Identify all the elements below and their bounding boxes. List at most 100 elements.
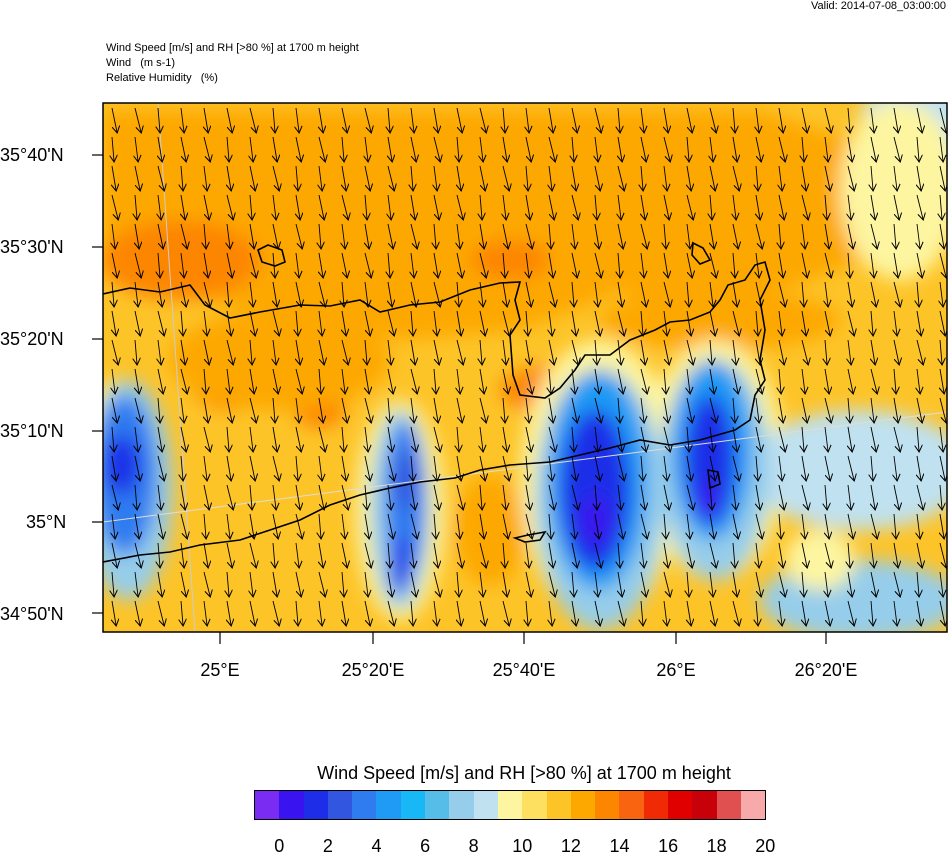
wind-arrow bbox=[502, 455, 509, 480]
wind-arrow bbox=[227, 513, 230, 538]
wind-arrow bbox=[342, 368, 345, 393]
wind-arrow bbox=[365, 484, 367, 509]
wind-arrow bbox=[411, 194, 415, 219]
wind-arrow bbox=[204, 513, 206, 538]
wind-arrow bbox=[457, 571, 459, 596]
wind-arrow bbox=[779, 397, 783, 422]
wind-arrow bbox=[250, 223, 254, 248]
wind-arrow bbox=[939, 165, 945, 190]
wind-arrow bbox=[732, 165, 739, 190]
wind-arrow bbox=[939, 107, 946, 132]
wind-arrow bbox=[457, 600, 461, 625]
wind-arrow bbox=[917, 513, 920, 538]
wind-arrow bbox=[411, 252, 414, 277]
wind-arrow bbox=[709, 455, 715, 480]
wind-arrow bbox=[917, 281, 919, 306]
wind-arrow bbox=[595, 194, 597, 219]
wind-arrow bbox=[686, 252, 692, 277]
wind-arrow bbox=[180, 281, 186, 306]
wind-arrow bbox=[687, 426, 689, 451]
wind-arrow bbox=[181, 455, 183, 480]
colorbar-swatch-14 bbox=[595, 791, 620, 819]
wind-vectors bbox=[111, 107, 946, 625]
wind-arrow bbox=[457, 513, 460, 538]
wind-arrow bbox=[249, 165, 255, 190]
wind-arrow bbox=[802, 310, 806, 335]
wind-arrow bbox=[249, 310, 255, 335]
wind-arrow bbox=[479, 165, 485, 190]
colorbar-swatch-2 bbox=[303, 791, 328, 819]
wind-arrow bbox=[111, 252, 117, 277]
wind-arrow bbox=[318, 571, 325, 596]
wind-arrow bbox=[342, 281, 344, 306]
wind-arrow bbox=[203, 571, 210, 596]
wind-arrow bbox=[480, 571, 483, 596]
wind-arrow bbox=[387, 600, 394, 625]
wind-arrow bbox=[548, 136, 555, 161]
wind-arrow bbox=[893, 136, 900, 161]
wind-arrow bbox=[848, 542, 850, 567]
wind-arrow bbox=[733, 397, 735, 422]
wind-arrow bbox=[181, 600, 183, 625]
wind-arrow bbox=[801, 252, 807, 277]
wind-arrow bbox=[364, 252, 371, 277]
wind-arrow bbox=[410, 281, 416, 306]
wind-arrow bbox=[158, 136, 162, 161]
wind-arrow bbox=[134, 165, 140, 190]
wind-arrow bbox=[273, 484, 276, 509]
wind-arrow bbox=[709, 252, 716, 277]
wind-arrow bbox=[595, 281, 598, 306]
wind-arrow bbox=[411, 310, 413, 335]
lat-label-2: 35°20'N bbox=[0, 329, 64, 349]
wind-arrow bbox=[479, 455, 485, 480]
filled-contours bbox=[103, 103, 947, 632]
wind-arrow bbox=[503, 339, 506, 364]
wind-arrow bbox=[112, 571, 114, 596]
wind-arrow bbox=[296, 339, 300, 364]
wind-arrow bbox=[273, 426, 277, 451]
wind-arrow bbox=[480, 368, 484, 393]
wind-arrow bbox=[733, 484, 736, 509]
wind-arrow bbox=[594, 542, 601, 567]
wind-arrow bbox=[664, 107, 668, 132]
wind-arrow bbox=[686, 194, 693, 219]
wind-arrow bbox=[135, 223, 139, 248]
wind-arrow bbox=[526, 194, 530, 219]
wind-arrow bbox=[204, 542, 208, 567]
wind-arrow bbox=[112, 455, 116, 480]
wind-arrow bbox=[664, 397, 668, 422]
wind-arrow bbox=[871, 542, 874, 567]
wind-arrow bbox=[456, 194, 463, 219]
colorbar-tick-label: 14 bbox=[609, 836, 630, 856]
wind-arrow bbox=[364, 107, 371, 132]
wind-arrow bbox=[917, 223, 920, 248]
wind-arrow bbox=[434, 397, 438, 422]
wind-arrow bbox=[686, 542, 692, 567]
colorbar-tick-label: 20 bbox=[755, 836, 776, 856]
wind-arrow bbox=[503, 426, 507, 451]
wind-arrow bbox=[296, 397, 299, 422]
wind-arrow bbox=[525, 136, 531, 161]
wind-arrow bbox=[893, 571, 900, 596]
wind-arrow bbox=[204, 455, 207, 480]
wind-arrow bbox=[249, 107, 256, 132]
wind-arrow bbox=[433, 426, 440, 451]
wind-arrow bbox=[456, 397, 462, 422]
wind-arrow bbox=[296, 252, 299, 277]
wind-arrow bbox=[341, 542, 347, 567]
wind-arrow bbox=[687, 223, 690, 248]
wind-arrow bbox=[916, 484, 923, 509]
wind-arrow bbox=[181, 397, 184, 422]
wind-arrow bbox=[732, 368, 738, 393]
wind-arrow bbox=[457, 136, 459, 161]
wind-arrow bbox=[548, 426, 555, 451]
wind-arrow bbox=[663, 339, 669, 364]
wind-arrow bbox=[135, 368, 139, 393]
wind-arrow bbox=[756, 252, 759, 277]
wind-arrow bbox=[640, 223, 647, 248]
wind-arrow bbox=[111, 484, 118, 509]
wind-arrow bbox=[663, 136, 670, 161]
wind-arrow bbox=[617, 600, 624, 625]
wind-arrow bbox=[342, 310, 346, 335]
wind-arrow bbox=[135, 194, 137, 219]
